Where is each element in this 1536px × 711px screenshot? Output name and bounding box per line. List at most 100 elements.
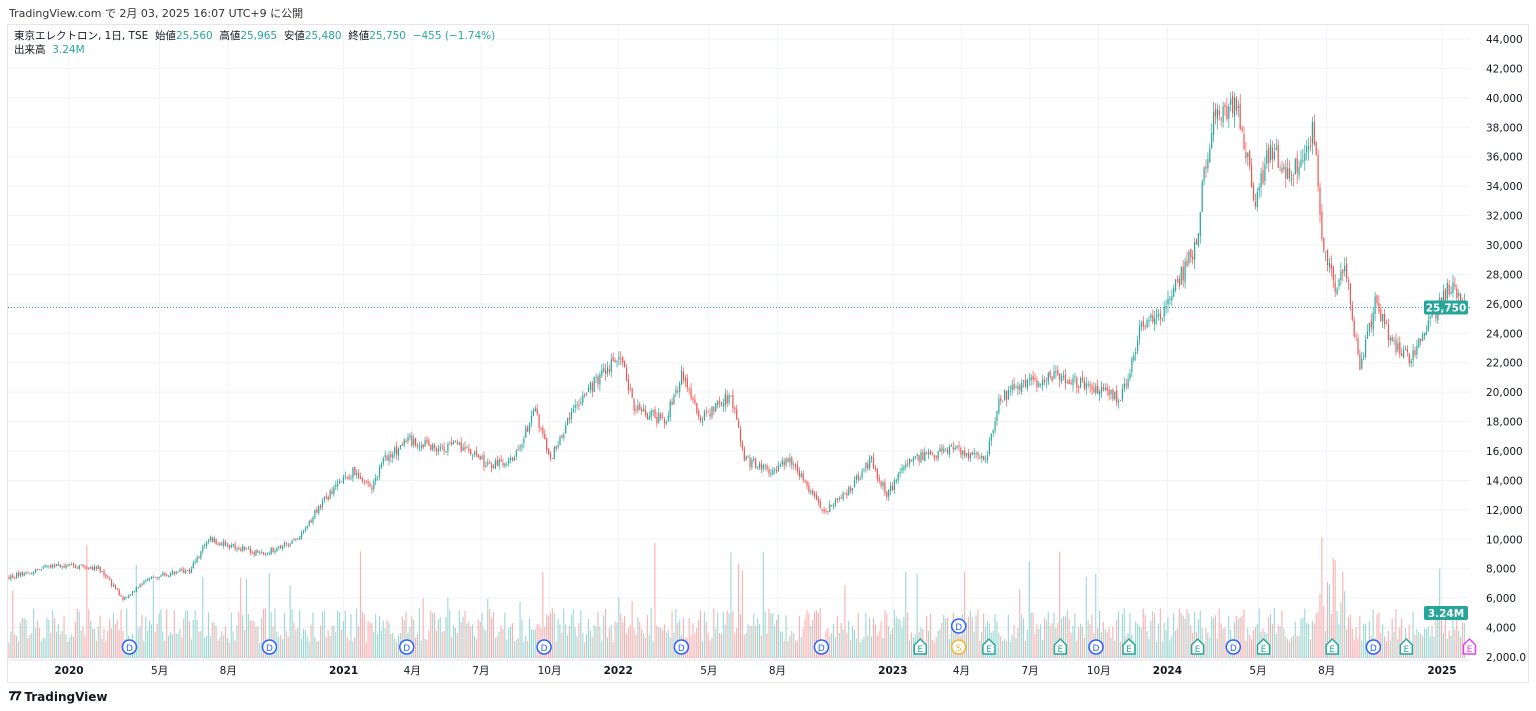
candle-body [753, 458, 755, 461]
volume-bar [219, 637, 221, 658]
x-tick-label: 4月 [404, 665, 421, 677]
volume-bar [209, 636, 211, 658]
volume-bar [1308, 623, 1310, 658]
candle-body [834, 499, 837, 505]
volume-bar [810, 625, 812, 658]
volume-label[interactable]: 出来高 [14, 44, 46, 56]
volume-bar [1005, 641, 1007, 658]
dividend-marker-icon[interactable]: D [261, 639, 278, 655]
volume-bar [59, 634, 61, 658]
volume-bar [169, 632, 171, 658]
volume-bar [487, 598, 489, 658]
tradingview-logo[interactable]: 𝟕𝟕 TradingView [9, 689, 108, 704]
volume-bar [886, 613, 888, 658]
x-tick-label: 8月 [1318, 665, 1335, 677]
candle-body [145, 580, 147, 582]
volume-bar [1351, 628, 1353, 658]
candle-body [1157, 313, 1160, 316]
candle-body [105, 575, 107, 577]
volume-bar [200, 630, 202, 658]
dividend-marker-icon[interactable]: D [536, 639, 552, 655]
volume-bar [605, 608, 607, 658]
volume-bar [107, 631, 109, 658]
candle-body [1338, 279, 1340, 287]
candle-body [35, 569, 37, 573]
candle-body [390, 454, 392, 458]
volume-bar [1425, 628, 1427, 658]
candle-body [1370, 320, 1372, 328]
volume-bar [278, 636, 280, 658]
candle-body [869, 457, 871, 468]
volume-bar [502, 628, 504, 658]
candle-body [1089, 384, 1091, 387]
volume-bar [675, 608, 677, 658]
volume-bar [1161, 641, 1163, 658]
candle-body [426, 439, 428, 443]
volume-bar [25, 619, 27, 658]
candle-body [348, 476, 350, 479]
symbol-legend: 東京エレクトロン, 1日, TSE 始値25,560 高値25,965 安値25… [14, 29, 495, 57]
earnings-marker-icon[interactable]: E [913, 637, 928, 655]
volume-bar [405, 611, 407, 658]
dividend-marker-icon[interactable]: D [121, 639, 138, 655]
volume-bar [880, 621, 882, 658]
candle-body [639, 404, 641, 410]
volume-bar [428, 630, 430, 658]
candle-body [635, 409, 637, 411]
volume-bar [966, 622, 968, 658]
candle-body [1342, 269, 1344, 274]
dividend-marker-icon[interactable]: D [673, 639, 690, 655]
volume-bar [1190, 625, 1192, 658]
volume-bar [669, 637, 671, 658]
earnings-marker-icon[interactable]: E [1190, 637, 1205, 655]
earnings-marker-icon[interactable]: E [1256, 637, 1271, 655]
volume-bar [574, 627, 576, 658]
y-tick-label: 12,000 [1486, 505, 1523, 517]
candle-body [439, 447, 441, 450]
earnings-marker-icon[interactable]: E [982, 637, 996, 655]
candle-body [1121, 389, 1123, 400]
dividend-marker-icon[interactable]: D [1088, 639, 1104, 655]
split-marker-icon[interactable]: S [950, 639, 967, 655]
candle-body [958, 445, 960, 448]
volume-bar [10, 631, 12, 658]
candle-body [1207, 159, 1209, 169]
candle-body [1454, 284, 1456, 287]
candle-body [939, 448, 941, 452]
volume-bar [1070, 632, 1072, 658]
volume-bar [1102, 621, 1104, 658]
marker-circle [536, 639, 552, 655]
candle-body [648, 416, 650, 420]
volume-bar [1463, 623, 1465, 658]
volume-bar [93, 628, 95, 658]
volume-bar [800, 637, 802, 658]
earnings-marker-icon[interactable]: E [1053, 637, 1068, 655]
symbol-title[interactable]: 東京エレクトロン, 1日, TSE [14, 30, 149, 42]
candle-body [770, 473, 772, 475]
earnings-marker-icon[interactable]: E [1325, 637, 1339, 655]
candle-body [1321, 212, 1323, 239]
candle-body [709, 413, 711, 417]
candle-body [1156, 314, 1158, 318]
volume-bar [728, 613, 730, 658]
published-timestamp: TradingView.com で 2月 03, 2025 16:07 UTC+… [9, 7, 304, 20]
earnings-marker-icon[interactable]: E [1122, 637, 1136, 655]
volume-bar [850, 640, 852, 658]
volume-bar [639, 621, 641, 658]
volume-bar [44, 638, 46, 658]
volume-bar [118, 629, 120, 658]
dividend-marker-icon[interactable]: D [399, 639, 415, 655]
dividend-marker-icon[interactable]: D [1365, 639, 1382, 655]
volume-bar [238, 611, 240, 658]
earnings-marker-icon[interactable]: E [1399, 637, 1414, 655]
candle-body [200, 551, 202, 559]
volume-bar [1304, 608, 1306, 658]
dividend-marker-icon[interactable]: D [950, 618, 967, 634]
dividend-marker-icon[interactable]: D [813, 639, 830, 655]
volume-bar [363, 614, 365, 658]
candle-body [1009, 390, 1011, 392]
dividend-marker-icon[interactable]: D [1225, 639, 1242, 655]
earnings-marker-icon[interactable]: E [1462, 637, 1477, 655]
volume-bar [901, 627, 903, 658]
